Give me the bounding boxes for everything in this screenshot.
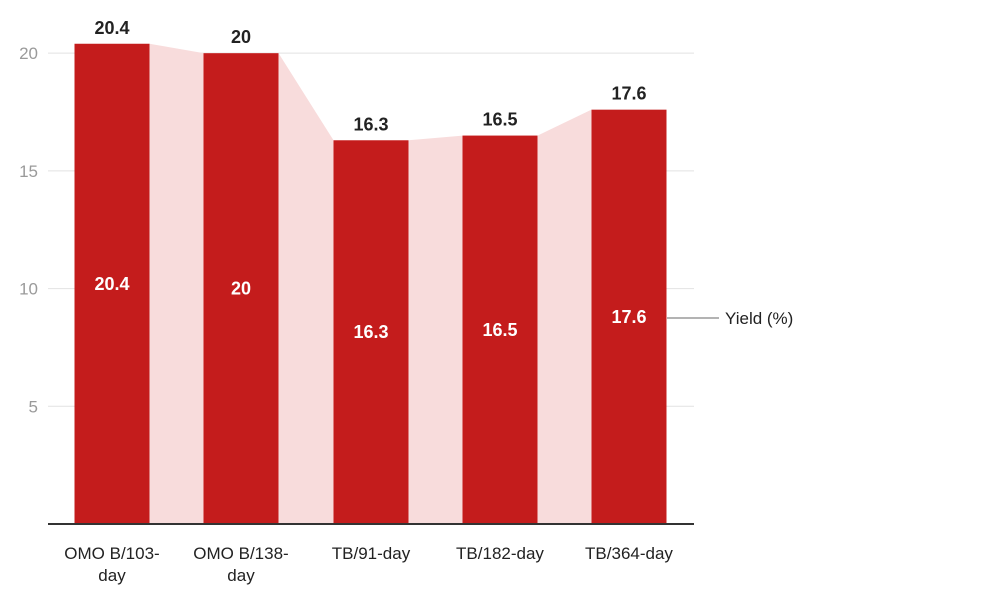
axes: 5 10 15 20 OMO B/103-day OMO B/138-day TB/91-d…	[19, 44, 694, 585]
x-category-label: OMO B/138-day	[193, 544, 288, 585]
x-category-label: OMO B/103-day	[64, 544, 159, 585]
bars	[74, 43, 667, 525]
bar-3	[333, 140, 409, 524]
data-label-top: 16.3	[353, 114, 388, 134]
bar-2	[203, 53, 279, 524]
y-tick-label: 15	[19, 162, 38, 181]
bar-4	[462, 135, 538, 524]
legend: Yield (%)	[667, 309, 793, 328]
data-label-top: 20.4	[94, 18, 129, 38]
legend-label: Yield (%)	[725, 309, 793, 328]
data-label-inside: 17.6	[611, 307, 646, 327]
bar-1	[74, 43, 150, 525]
data-label-top: 16.5	[482, 110, 517, 130]
data-label-inside: 20.4	[94, 274, 129, 294]
x-category-label: TB/182-day	[456, 544, 544, 563]
data-label-top: 20	[231, 27, 251, 47]
x-category-label: TB/91-day	[332, 544, 411, 563]
bar-5	[591, 109, 667, 525]
y-tick-label: 5	[29, 397, 38, 416]
data-label-inside: 16.3	[353, 322, 388, 342]
y-tick-label: 20	[19, 44, 38, 63]
data-label-inside: 16.5	[482, 320, 517, 340]
x-category-label: TB/364-day	[585, 544, 673, 563]
data-label-inside: 20	[231, 279, 251, 299]
labels: 20.4 20.4 20 20 16.3 16.3 16.5 16.5 17.6 17.6	[94, 18, 646, 342]
data-label-top: 17.6	[611, 84, 646, 104]
y-tick-label: 10	[19, 280, 38, 299]
